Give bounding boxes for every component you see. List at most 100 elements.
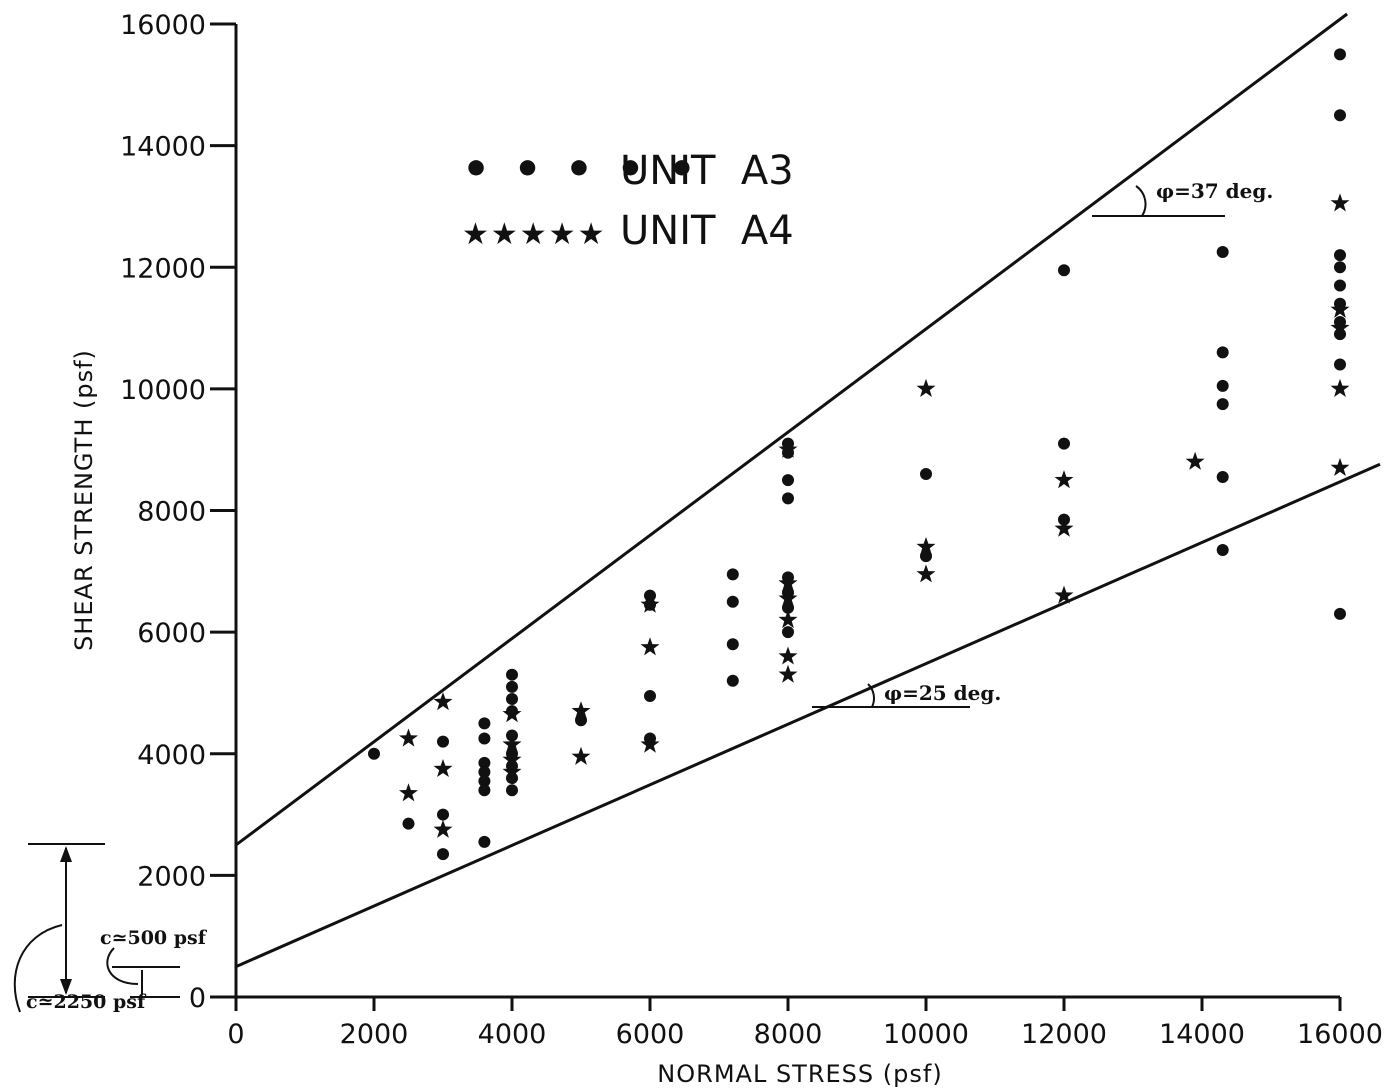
- c-upper-label: c≃2250 psf: [26, 991, 147, 1013]
- point-unit-a3: [782, 474, 794, 487]
- y-tick-label: 12000: [120, 253, 206, 284]
- point-unit-a4: [778, 588, 798, 607]
- point-unit-a3: [437, 848, 449, 861]
- point-unit-a3: [506, 680, 518, 693]
- legend-a4-label: UNIT A4: [620, 208, 794, 254]
- point-unit-a3: [478, 732, 491, 745]
- x-tick-label: 0: [227, 1019, 244, 1050]
- x-tick-label: 6000: [616, 1019, 685, 1050]
- point-unit-a3: [1216, 544, 1229, 557]
- phi-25-annotation: φ=25 deg.: [812, 681, 1001, 708]
- legend-a3-label: UNIT A3: [620, 148, 794, 194]
- cohesion-annotations: c≃2250 psf c≃500 psf: [13, 843, 208, 1013]
- point-unit-a3: [437, 735, 449, 748]
- phi-25-arc: [867, 683, 875, 708]
- point-unit-a4: [640, 594, 660, 613]
- y-tick-label: 16000: [120, 10, 206, 41]
- point-unit-a4: [640, 734, 660, 753]
- point-unit-a3: [478, 765, 491, 778]
- point-unit-a3: [478, 784, 491, 797]
- point-unit-a4: [916, 537, 936, 556]
- point-unit-a4: [1330, 193, 1350, 212]
- c-lower-label: c≃500 psf: [100, 927, 208, 949]
- legend: • • • • • UNIT A3 ★★★★★ UNIT A4: [462, 144, 794, 254]
- point-unit-a3: [726, 674, 739, 687]
- y-tick-label: 0: [189, 983, 206, 1014]
- point-unit-a3: [1334, 109, 1346, 122]
- x-axis-ticks: 0 2000 4000 6000 8000 10000 12000 14000 16000: [227, 997, 1383, 1050]
- point-unit-a3: [726, 568, 739, 581]
- point-unit-a4: [1054, 585, 1074, 604]
- phi-37-annotation: φ=37 deg.: [1092, 179, 1273, 217]
- point-unit-a3: [1058, 264, 1070, 277]
- point-unit-a3: [1216, 379, 1229, 392]
- envelope-line-phi-37: [235, 12, 1348, 847]
- point-unit-a4: [778, 646, 798, 665]
- point-unit-a4: [399, 783, 418, 802]
- c-lower-brace: [106, 947, 139, 985]
- point-unit-a4: [571, 746, 591, 765]
- point-unit-a3: [782, 626, 794, 639]
- point-unit-a4: [433, 819, 453, 838]
- y-tick-label: 6000: [137, 618, 206, 649]
- point-unit-a3: [478, 717, 491, 730]
- point-unit-a3: [920, 468, 932, 481]
- point-unit-a4: [1330, 457, 1350, 476]
- y-axis-label: SHEAR STRENGTH (psf): [70, 349, 98, 651]
- point-unit-a4: [916, 378, 936, 397]
- phi-37-label: φ=37 deg.: [1156, 179, 1273, 203]
- point-unit-a3: [575, 714, 587, 727]
- y-tick-label: 14000: [120, 132, 206, 163]
- x-tick-label: 2000: [340, 1019, 409, 1050]
- point-unit-a3: [782, 601, 794, 614]
- point-unit-a4: [1054, 470, 1074, 489]
- point-unit-a3: [437, 808, 449, 821]
- c-upper-arrow-head-bottom: [60, 979, 72, 995]
- point-unit-a3: [506, 693, 518, 706]
- point-unit-a3: [726, 638, 739, 651]
- point-unit-a3: [644, 689, 656, 702]
- point-unit-a3: [478, 756, 491, 769]
- point-unit-a4: [433, 692, 453, 711]
- point-unit-a4: [640, 637, 660, 656]
- legend-a3-symbols: • • • • •: [462, 144, 700, 195]
- point-unit-a4: [502, 734, 522, 753]
- x-tick-label: 10000: [883, 1019, 969, 1050]
- point-unit-a3: [506, 668, 518, 681]
- legend-a4-symbols: ★★★★★: [462, 217, 606, 252]
- point-unit-a3: [1334, 261, 1346, 274]
- point-unit-a4: [502, 762, 522, 781]
- point-unit-a4: [916, 564, 936, 583]
- point-unit-a3: [506, 784, 518, 797]
- point-unit-a3: [1334, 48, 1346, 61]
- point-unit-a3: [1334, 279, 1346, 292]
- c-upper-brace: [13, 924, 63, 1013]
- point-unit-a3: [402, 817, 415, 830]
- point-unit-a3: [368, 747, 380, 760]
- point-unit-a3: [1216, 246, 1229, 259]
- point-unit-a3: [782, 492, 794, 505]
- point-unit-a4: [1330, 378, 1350, 397]
- point-unit-a3: [1334, 358, 1346, 371]
- point-unit-a3: [478, 835, 491, 848]
- point-unit-a4: [502, 704, 522, 723]
- point-unit-a3: [1216, 471, 1229, 484]
- point-unit-a4: [778, 573, 798, 592]
- point-unit-a3: [1216, 398, 1229, 411]
- x-axis-label: NORMAL STRESS (psf): [657, 1060, 942, 1088]
- point-unit-a4: [1330, 318, 1350, 337]
- point-unit-a4: [399, 728, 418, 747]
- point-unit-a4: [1330, 299, 1350, 318]
- point-unit-a3: [478, 775, 491, 788]
- point-unit-a4: [571, 701, 591, 720]
- y-tick-label: 10000: [120, 375, 206, 406]
- y-axis-ticks: 0 2000 4000 6000 8000 10000 12000 14000 16000: [120, 10, 236, 1014]
- failure-envelopes: [235, 12, 1381, 968]
- point-unit-a4: [1054, 518, 1074, 537]
- y-tick-label: 8000: [137, 497, 206, 528]
- phi-25-label: φ=25 deg.: [884, 681, 1001, 705]
- point-unit-a3: [726, 595, 739, 608]
- phi-37-arc: [1135, 185, 1147, 217]
- point-unit-a4: [778, 610, 798, 629]
